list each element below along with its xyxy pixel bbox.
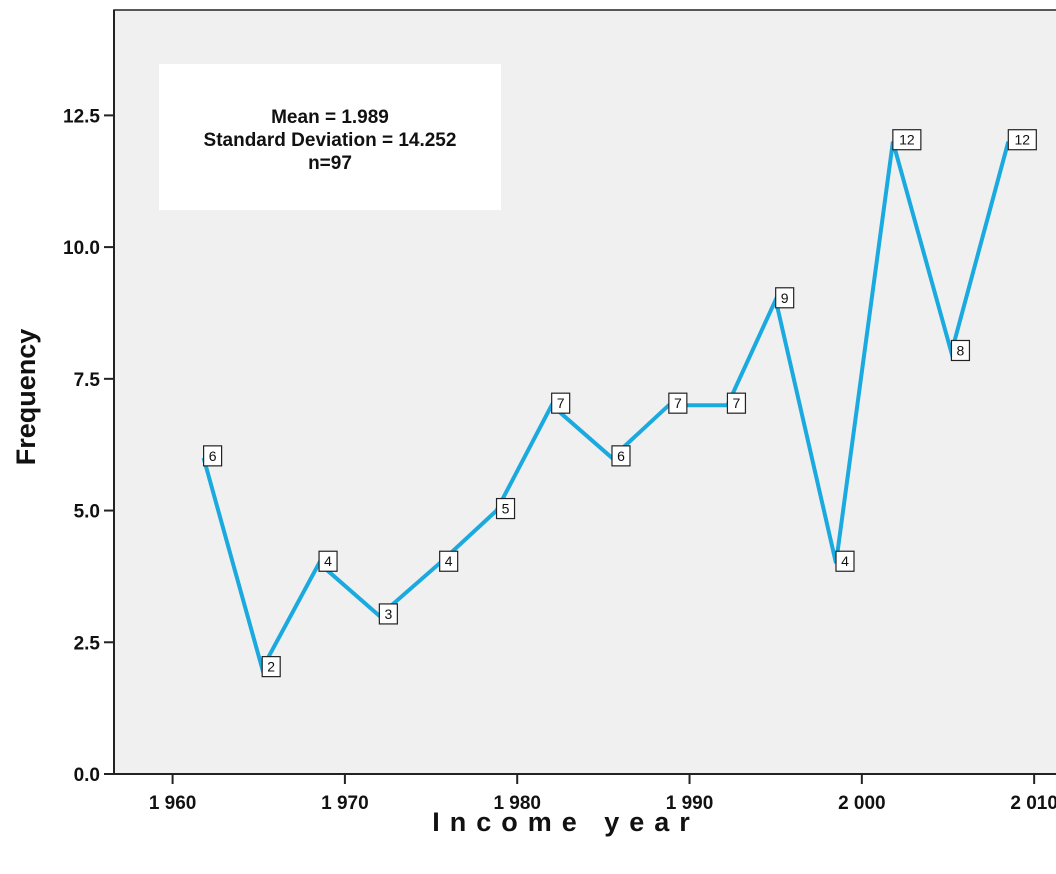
data-label: 9 (775, 287, 795, 309)
data-label-text: 7 (674, 395, 682, 411)
data-label: 4 (439, 550, 459, 572)
data-label: 6 (611, 445, 631, 467)
data-label-text: 4 (445, 553, 453, 569)
data-label-text: 7 (557, 395, 565, 411)
data-label: 8 (950, 339, 971, 362)
x-axis-title: Income year (432, 807, 700, 837)
data-label-text: 2 (267, 659, 275, 675)
stats-n: n=97 (308, 153, 352, 174)
data-label-box (775, 287, 795, 309)
data-label-box (611, 445, 631, 467)
stats-box-bg (159, 64, 501, 210)
data-label: 7 (726, 392, 747, 414)
data-label-box (950, 339, 971, 362)
data-label: 12 (1007, 129, 1037, 151)
data-label: 5 (495, 497, 516, 520)
stats-mean: Mean = 1.989 (271, 107, 389, 128)
x-tick-label: 1 960 (149, 793, 197, 814)
data-label-box (261, 656, 281, 678)
data-label: 12 (892, 129, 922, 151)
x-tick-label: 1 970 (321, 793, 369, 814)
axes: 0.0 2.5 5.0 7.5 10.0 12.5 1 960 1 970 1 980 1 990… (63, 10, 1056, 814)
data-label-text: 12 (899, 132, 915, 148)
data-label-box (203, 445, 223, 467)
data-label-text: 7 (733, 395, 741, 411)
x-tick-label: 2 000 (838, 793, 886, 814)
stats-box: Mean = 1.989 Standard Deviation = 14.252… (159, 64, 501, 210)
data-label-text: 12 (1015, 132, 1031, 148)
data-label-text: 3 (384, 606, 392, 622)
data-label: 7 (551, 392, 571, 414)
x-tick-label: 1 990 (666, 793, 714, 814)
data-label-box (1007, 129, 1037, 151)
data-label-text: 9 (781, 290, 789, 306)
data-label-box (835, 550, 855, 572)
data-labels: 6 2 4 3 4 5 7 6 7 7 9 4 12 8 12 (203, 129, 1037, 678)
y-tick-label: 10.0 (63, 238, 100, 259)
data-label-box (726, 392, 747, 414)
data-label-text: 4 (324, 553, 332, 569)
data-label-text: 6 (209, 448, 217, 464)
data-label-box (439, 550, 459, 572)
data-label: 2 (261, 656, 281, 678)
data-label-text: 5 (502, 501, 510, 517)
x-tick-label: 1 980 (493, 793, 541, 814)
data-label-text: 4 (841, 553, 849, 569)
stats-std-dev: Standard Deviation = 14.252 (204, 130, 457, 151)
y-tick-label: 5.0 (74, 502, 100, 523)
y-axis-title: Frequency (11, 329, 41, 466)
y-tick-label: 7.5 (74, 370, 101, 391)
y-tick-label: 12.5 (63, 106, 100, 127)
data-label-box (551, 392, 571, 414)
data-label: 4 (835, 550, 855, 572)
data-label-box (495, 497, 516, 520)
data-label-box (892, 129, 922, 151)
data-label-text: 8 (957, 342, 965, 358)
data-label-box (318, 550, 338, 572)
data-label-box (668, 392, 688, 414)
y-tick-label: 2.5 (74, 633, 101, 654)
data-label: 4 (318, 550, 338, 572)
data-label-text: 6 (617, 448, 625, 464)
data-label: 7 (668, 392, 688, 414)
data-label: 3 (378, 603, 398, 625)
y-tick-label: 0.0 (74, 765, 100, 786)
data-label: 6 (203, 445, 223, 467)
data-label-box (378, 603, 398, 625)
x-tick-label: 2 010 (1010, 793, 1056, 814)
